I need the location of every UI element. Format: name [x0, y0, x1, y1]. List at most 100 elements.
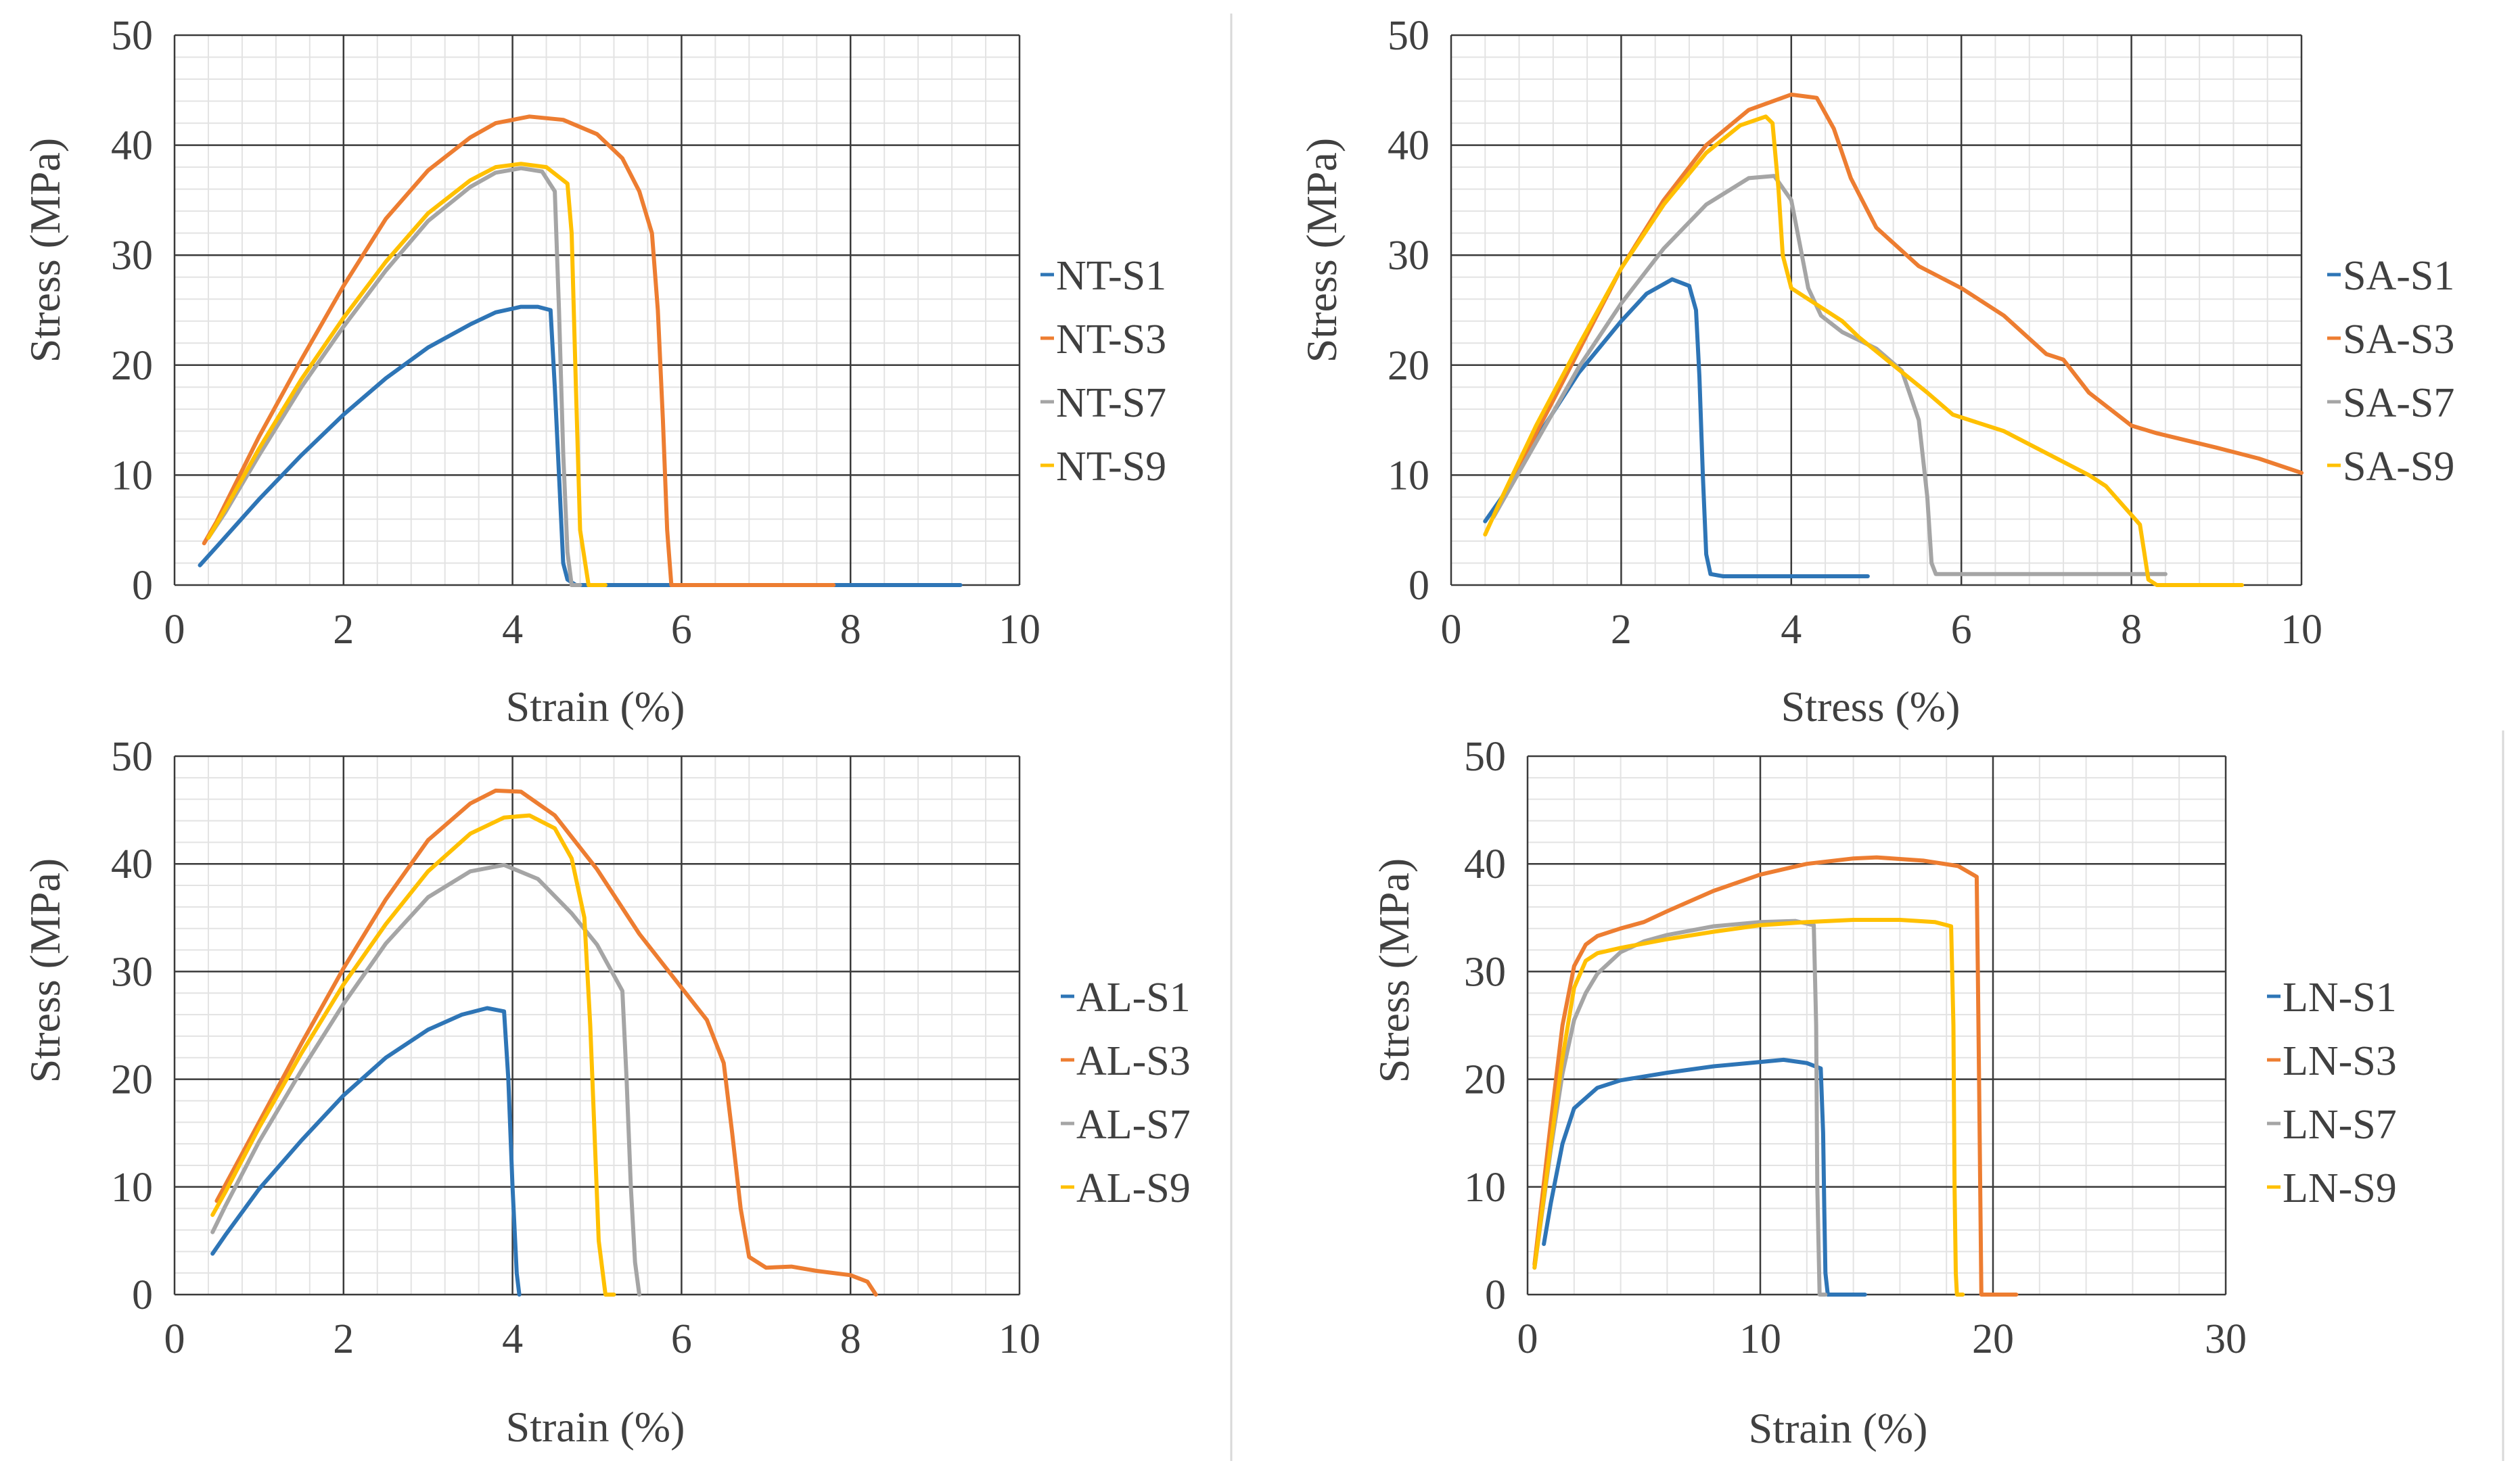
chart-ln-ylabel: Stress (MPa) [1370, 858, 1418, 1083]
chart-ln-legend: LN-S1 LN-S3 LN-S7 LN-S9 [2267, 975, 2397, 1211]
legend-label-al-s1: AL-S1 [1076, 975, 1191, 1021]
legend-item-nt-s3: NT-S3 [1040, 317, 1166, 363]
x-tick-label: 8 [840, 1316, 861, 1362]
x-tick-label: 4 [502, 1316, 523, 1362]
chart-sa: Stress (%) Stress (MPa) SA-S1 SA-S3 SA-S… [1298, 13, 2454, 730]
y-tick-label: 30 [111, 233, 153, 279]
y-tick-label: 10 [1388, 452, 1429, 498]
y-tick-label: 0 [132, 1272, 153, 1318]
chart-ln-grid [1526, 755, 2227, 1296]
y-tick-label: 0 [132, 563, 153, 609]
legend-item-al-s7: AL-S7 [1061, 1102, 1191, 1148]
chart-nt-ylabel: Stress (MPa) [21, 138, 69, 363]
y-tick-label: 50 [1464, 734, 1506, 780]
y-tick-label: 0 [1408, 563, 1429, 609]
legend-label-nt-s3: NT-S3 [1056, 317, 1166, 363]
legend-item-ln-s3: LN-S3 [2267, 1038, 2397, 1084]
x-tick-label: 20 [1972, 1316, 2014, 1362]
chart-sa-grid [1450, 34, 2303, 586]
legend-label-sa-s1: SA-S1 [2343, 253, 2454, 299]
x-tick-label: 10 [2281, 607, 2322, 653]
legend-item-sa-s3: SA-S3 [2327, 317, 2454, 363]
legend-label-ln-s3: LN-S3 [2283, 1038, 2397, 1084]
legend-item-ln-s9: LN-S9 [2267, 1165, 2397, 1211]
y-tick-label: 50 [111, 13, 153, 59]
x-tick-label: 4 [1781, 607, 1802, 653]
y-tick-label: 20 [1388, 343, 1429, 389]
x-tick-label: 10 [1739, 1316, 1781, 1362]
y-tick-label: 10 [111, 1165, 153, 1211]
series-line-ln-s1 [1542, 1057, 1867, 1297]
series-line-ln-s9 [1532, 918, 1965, 1297]
y-tick-label: 20 [111, 1057, 153, 1103]
series-line-nt-s3 [202, 114, 836, 587]
series-line-nt-s7 [206, 166, 582, 587]
series-line-ln-s7 [1532, 919, 1828, 1297]
legend-item-nt-s1: NT-S1 [1040, 253, 1166, 299]
series-line-al-s7 [210, 862, 641, 1297]
series-line-al-s1 [210, 1006, 522, 1297]
chart-sa-legend: SA-S1 SA-S3 SA-S7 SA-S9 [2327, 253, 2454, 490]
chart-ln: Strain (%) Stress (MPa) LN-S1 LN-S3 LN-S… [1370, 734, 2397, 1452]
x-tick-label: 0 [1441, 607, 1462, 653]
legend-item-al-s9: AL-S9 [1061, 1165, 1191, 1211]
y-tick-label: 10 [111, 452, 153, 498]
legend-label-nt-s1: NT-S1 [1056, 253, 1166, 299]
chart-al-legend: AL-S1 AL-S3 AL-S7 AL-S9 [1061, 975, 1191, 1211]
y-tick-label: 40 [1388, 123, 1429, 169]
series-line-sa-s9 [1483, 114, 2244, 587]
x-tick-label: 10 [999, 1316, 1040, 1362]
legend-label-sa-s7: SA-S7 [2343, 380, 2454, 426]
chart-al-ylabel: Stress (MPa) [21, 858, 69, 1083]
series-line-al-s3 [214, 788, 878, 1297]
chart-nt-xlabel: Strain (%) [506, 682, 685, 730]
legend-label-al-s3: AL-S3 [1076, 1038, 1191, 1084]
chart-ln-xlabel: Strain (%) [1749, 1404, 1928, 1452]
x-tick-label: 2 [1611, 607, 1632, 653]
y-tick-label: 40 [1464, 841, 1506, 887]
y-tick-label: 30 [1388, 233, 1429, 279]
x-tick-label: 30 [2205, 1316, 2247, 1362]
chart-sa-ylabel: Stress (MPa) [1298, 138, 1346, 363]
x-tick-label: 4 [502, 607, 523, 653]
legend-label-nt-s7: NT-S7 [1056, 380, 1166, 426]
series-line-sa-s7 [1491, 174, 2168, 576]
x-tick-label: 10 [999, 607, 1040, 653]
y-tick-label: 0 [1485, 1272, 1506, 1318]
chart-sa-xlabel: Stress (%) [1781, 682, 1961, 730]
chart-nt: Strain (%) Stress (MPa) NT-S1 NT-S3 NT-S… [21, 13, 1166, 730]
chart-nt-grid [173, 34, 1021, 586]
legend-label-al-s7: AL-S7 [1076, 1102, 1191, 1148]
legend-item-nt-s9: NT-S9 [1040, 444, 1166, 490]
legend-label-sa-s9: SA-S9 [2343, 444, 2454, 490]
legend-item-nt-s7: NT-S7 [1040, 380, 1166, 426]
legend-item-sa-s9: SA-S9 [2327, 444, 2454, 490]
series-line-nt-s9 [206, 162, 608, 587]
legend-label-nt-s9: NT-S9 [1056, 444, 1166, 490]
chart-al: Strain (%) Stress (MPa) AL-S1 AL-S3 AL-S… [21, 734, 1191, 1451]
x-tick-label: 2 [333, 1316, 354, 1362]
x-tick-label: 2 [333, 607, 354, 653]
x-tick-label: 0 [164, 1316, 185, 1362]
x-tick-label: 8 [840, 607, 861, 653]
legend-label-al-s9: AL-S9 [1076, 1165, 1191, 1211]
legend-label-sa-s3: SA-S3 [2343, 317, 2454, 363]
series-line-al-s9 [210, 813, 616, 1297]
legend-item-sa-s1: SA-S1 [2327, 253, 2454, 299]
y-tick-label: 50 [111, 734, 153, 780]
legend-item-al-s1: AL-S1 [1061, 975, 1191, 1021]
y-tick-label: 30 [1464, 949, 1506, 995]
x-tick-label: 8 [2121, 607, 2142, 653]
legend-item-al-s3: AL-S3 [1061, 1038, 1191, 1084]
series-line-ln-s3 [1532, 855, 2019, 1297]
chart-nt-legend: NT-S1 NT-S3 NT-S7 NT-S9 [1040, 253, 1166, 490]
legend-item-sa-s7: SA-S7 [2327, 380, 2454, 426]
x-tick-label: 0 [164, 607, 185, 653]
x-tick-label: 0 [1517, 1316, 1538, 1362]
legend-item-ln-s7: LN-S7 [2267, 1102, 2397, 1148]
y-tick-label: 20 [111, 343, 153, 389]
x-tick-label: 6 [671, 1316, 692, 1362]
legend-label-ln-s1: LN-S1 [2283, 975, 2397, 1021]
x-tick-label: 6 [671, 607, 692, 653]
